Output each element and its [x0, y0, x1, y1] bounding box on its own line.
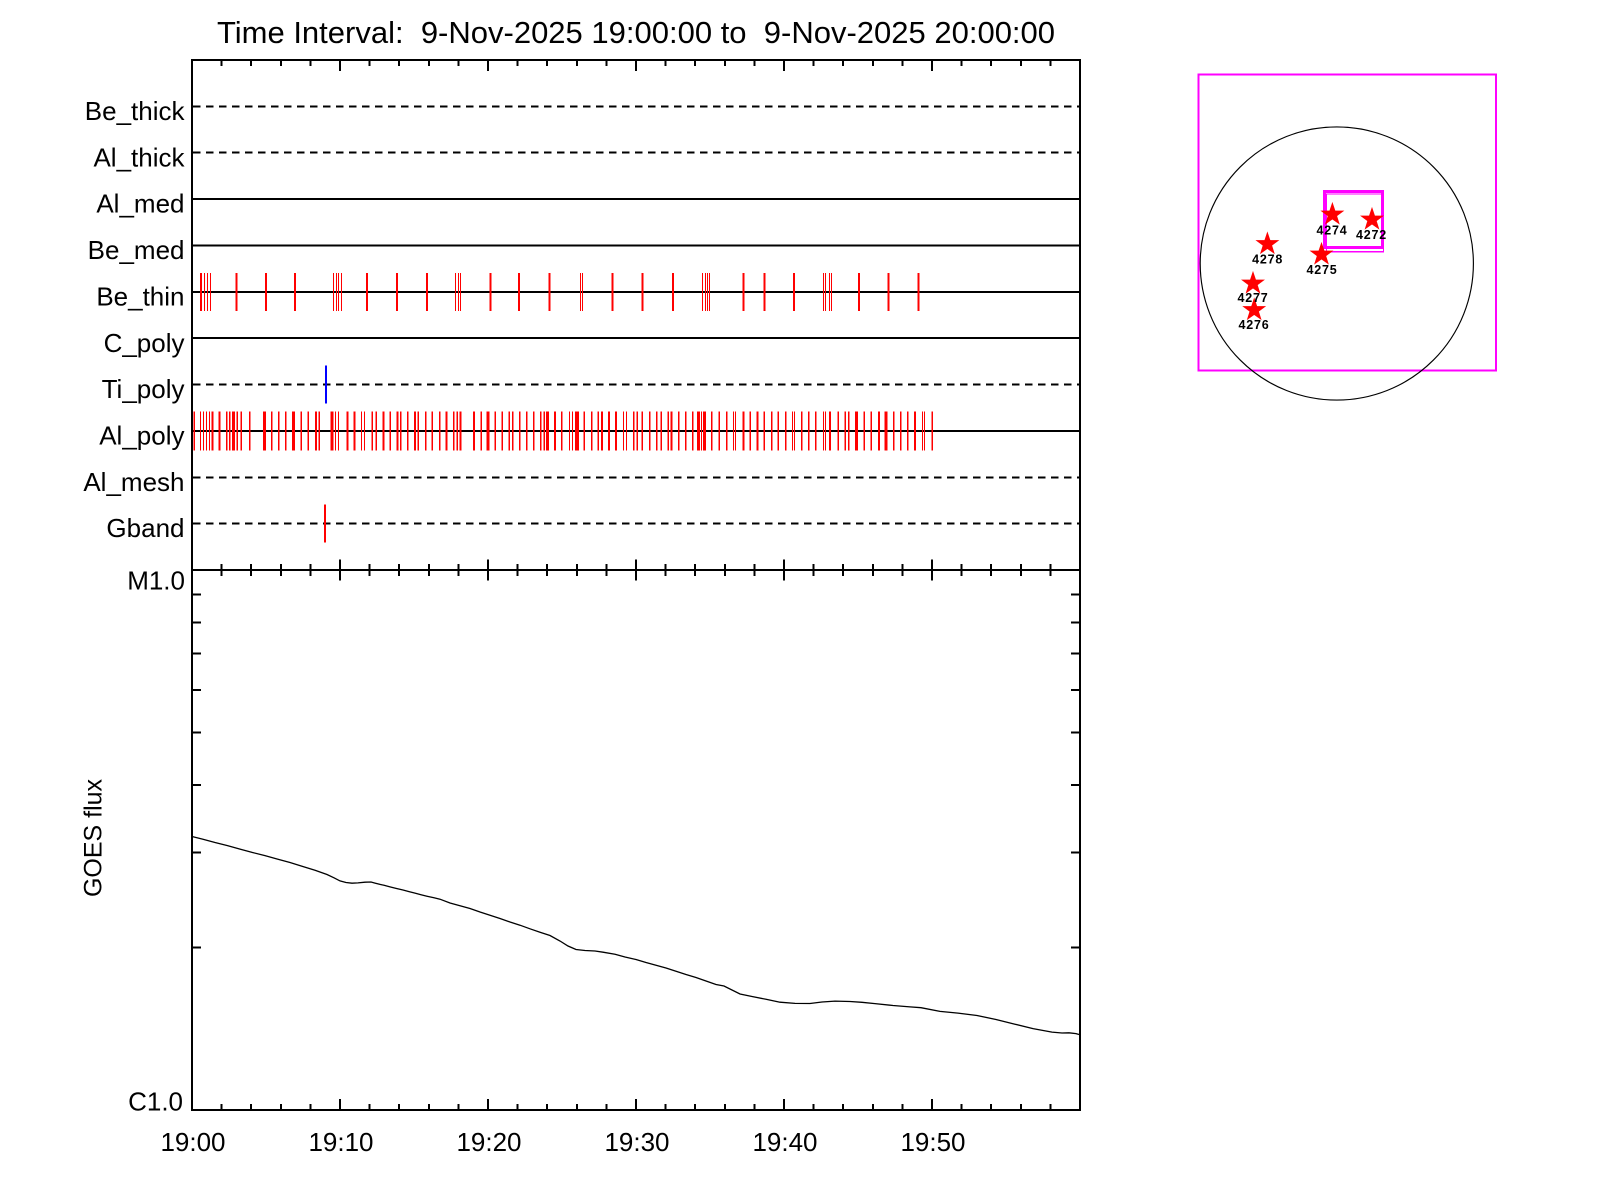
svg-text:Ti_poly: Ti_poly — [102, 374, 185, 404]
svg-text:Be_thin: Be_thin — [96, 281, 184, 311]
svg-text:Time Interval: 9-Nov-2025 19:: Time Interval: 9-Nov-2025 19:00:00 to 9-… — [217, 15, 1055, 50]
svg-text:Al_med: Al_med — [96, 189, 184, 219]
svg-text:Be_med: Be_med — [88, 235, 185, 265]
svg-text:Be_thick: Be_thick — [85, 96, 186, 126]
svg-text:Gband: Gband — [106, 513, 184, 543]
svg-text:4277: 4277 — [1237, 291, 1268, 305]
svg-text:4275: 4275 — [1306, 263, 1337, 277]
svg-text:GOES flux: GOES flux — [80, 778, 108, 897]
svg-text:19:30: 19:30 — [604, 1127, 669, 1157]
svg-text:C1.0: C1.0 — [128, 1087, 183, 1117]
svg-text:M1.0: M1.0 — [127, 566, 185, 596]
svg-text:4272: 4272 — [1356, 228, 1387, 242]
svg-text:Al_poly: Al_poly — [99, 421, 184, 451]
svg-text:19:00: 19:00 — [160, 1127, 225, 1157]
svg-text:19:20: 19:20 — [456, 1127, 521, 1157]
svg-text:C_poly: C_poly — [104, 328, 185, 358]
svg-text:Al_thick: Al_thick — [93, 142, 185, 172]
svg-text:19:40: 19:40 — [752, 1127, 817, 1157]
svg-text:4278: 4278 — [1252, 252, 1283, 266]
svg-text:Al_mesh: Al_mesh — [83, 467, 184, 497]
svg-text:4276: 4276 — [1238, 318, 1269, 332]
svg-text:19:10: 19:10 — [308, 1127, 373, 1157]
svg-text:19:50: 19:50 — [900, 1127, 965, 1157]
svg-text:4274: 4274 — [1316, 224, 1347, 238]
